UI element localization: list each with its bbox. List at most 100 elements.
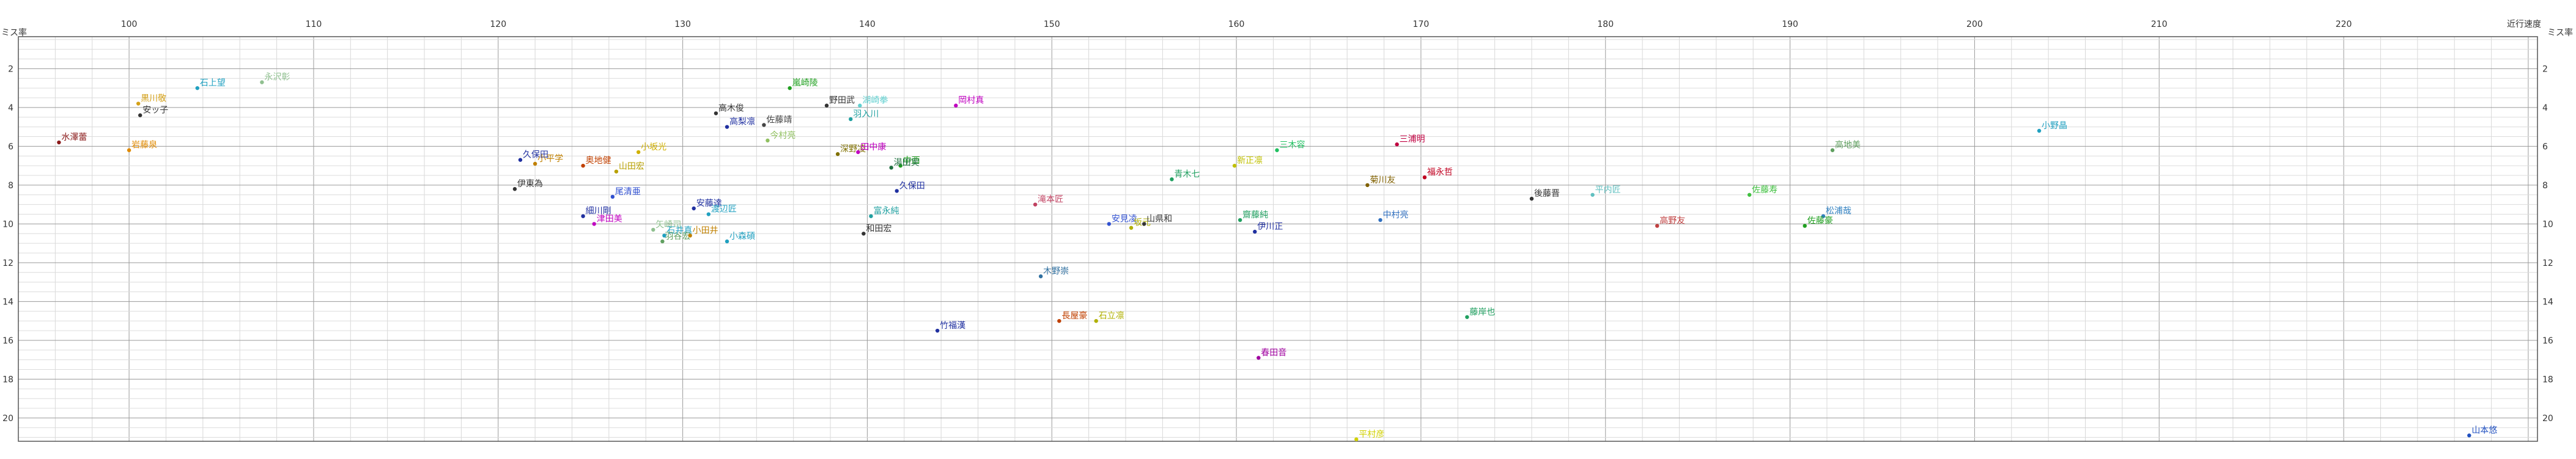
- point-marker: [1275, 148, 1279, 152]
- point-label: 細川剛: [586, 207, 611, 216]
- data-point: 平村彦: [1354, 430, 1384, 442]
- data-point: 新正凛: [1232, 155, 1263, 168]
- point-marker: [889, 166, 893, 170]
- point-label: 後藤晋: [1534, 189, 1560, 199]
- y-axis-title-left: ミス率: [1, 28, 27, 38]
- point-marker: [835, 152, 840, 156]
- data-point: 坂元: [1129, 218, 1151, 230]
- point-label: 安藤達: [696, 199, 722, 208]
- y-tick-label-left: 12: [2, 259, 13, 268]
- point-marker: [895, 189, 899, 193]
- point-marker: [1253, 229, 1257, 234]
- point-label: 小田井: [693, 226, 718, 235]
- point-marker: [1232, 163, 1237, 168]
- point-label: 佐藤豪: [1807, 216, 1833, 226]
- point-label: 野田武: [829, 96, 855, 106]
- y-tick-label-left: 16: [2, 336, 13, 346]
- point-label: 永沢彰: [264, 72, 290, 83]
- point-label: 湯田実: [894, 157, 920, 167]
- data-point: 小野晶: [2037, 121, 2067, 133]
- point-label: 渡辺匠: [711, 205, 737, 215]
- point-marker: [581, 163, 585, 168]
- point-marker: [856, 150, 860, 155]
- point-marker: [1033, 202, 1038, 207]
- point-label: 今村亮: [770, 130, 795, 141]
- data-point: 山県和: [1142, 214, 1172, 226]
- data-point: 伊東為: [512, 179, 543, 191]
- point-marker: [725, 239, 729, 244]
- point-marker: [954, 103, 958, 108]
- point-label: 津田美: [597, 214, 622, 224]
- data-point: 嵐崎陵: [788, 78, 818, 90]
- data-point: 山田宏: [614, 162, 644, 174]
- point-marker: [849, 117, 853, 122]
- y-tick-label-left: 18: [2, 375, 13, 384]
- point-label: 富永純: [873, 206, 899, 216]
- point-label: 菊川友: [1370, 175, 1395, 185]
- point-label: 山県和: [1146, 214, 1172, 224]
- point-label: 高木俊: [718, 103, 744, 113]
- data-point: 細川剛: [581, 207, 611, 218]
- y-tick-label-right: 12: [2542, 259, 2553, 268]
- data-point: 平内匠: [1590, 185, 1621, 197]
- point-label: 坂元: [1134, 218, 1151, 228]
- point-marker: [138, 113, 142, 117]
- point-marker: [858, 103, 862, 108]
- data-point: 野田武: [824, 96, 855, 108]
- point-marker: [581, 214, 585, 218]
- y-tick-label-right: 16: [2542, 336, 2553, 346]
- point-marker: [614, 169, 619, 174]
- point-marker: [1238, 218, 1242, 222]
- point-marker: [1057, 318, 1061, 323]
- y-tick-label-left: 4: [8, 103, 13, 113]
- point-label: 久保田: [523, 150, 548, 160]
- point-label: 平村彦: [1359, 430, 1384, 439]
- point-label: 青木七: [1174, 169, 1200, 179]
- x-tick-label: 170: [1413, 20, 1430, 29]
- data-point: 齋藤純: [1238, 210, 1268, 222]
- point-label: 小平学: [537, 154, 563, 164]
- data-point: 小坂光: [636, 142, 666, 155]
- point-label: 伊東為: [517, 179, 543, 189]
- point-label: 石上望: [200, 78, 226, 88]
- data-point: 永沢彰: [260, 72, 290, 84]
- data-point: 石井真: [662, 226, 692, 238]
- data-point: 佐藤靖: [762, 115, 792, 127]
- data-point: 三浦明: [1395, 134, 1425, 147]
- point-marker: [1529, 196, 1534, 201]
- data-point: 水澤蕾: [57, 133, 87, 145]
- y-tick-label-right: 18: [2542, 375, 2553, 384]
- data-point: 滝本匠: [1033, 195, 1063, 207]
- data-point: 今村亮: [766, 130, 795, 143]
- point-label: 岩藤泉: [131, 140, 157, 150]
- point-label: 石立凛: [1099, 310, 1124, 321]
- point-marker: [714, 111, 718, 116]
- data-point: 山本悠: [2467, 425, 2497, 438]
- data-point: 高野友: [1655, 216, 1685, 228]
- point-marker: [533, 161, 537, 166]
- point-label: 佐藤靖: [766, 115, 792, 125]
- data-point: 和田宏: [862, 224, 891, 236]
- data-point: 春田音: [1257, 347, 1286, 360]
- point-marker: [660, 239, 665, 244]
- data-point: 小田井: [688, 226, 718, 238]
- point-label: 岡村真: [958, 96, 984, 106]
- point-marker: [1830, 148, 1835, 152]
- y-tick-label-left: 2: [8, 64, 13, 74]
- y-tick-label-right: 4: [2542, 103, 2548, 113]
- point-marker: [1107, 222, 1112, 226]
- data-point: 渡辺匠: [706, 205, 737, 216]
- y-tick-label-right: 2: [2542, 64, 2548, 74]
- point-label: 久保田: [899, 181, 925, 191]
- point-marker: [592, 222, 596, 226]
- point-marker: [651, 227, 655, 232]
- point-marker: [512, 187, 517, 191]
- data-point: 湖崎拳: [858, 96, 888, 108]
- point-marker: [766, 138, 770, 143]
- x-tick-label: 110: [306, 20, 322, 29]
- point-marker: [1142, 222, 1146, 226]
- y-tick-label-left: 6: [8, 142, 13, 152]
- point-label: 黒川敬: [141, 94, 166, 104]
- axis-ticks: 100 110 120 130 140 150 160 170 180 190 200 210 2202…: [2, 20, 2553, 424]
- data-point: 奥地健: [581, 155, 611, 168]
